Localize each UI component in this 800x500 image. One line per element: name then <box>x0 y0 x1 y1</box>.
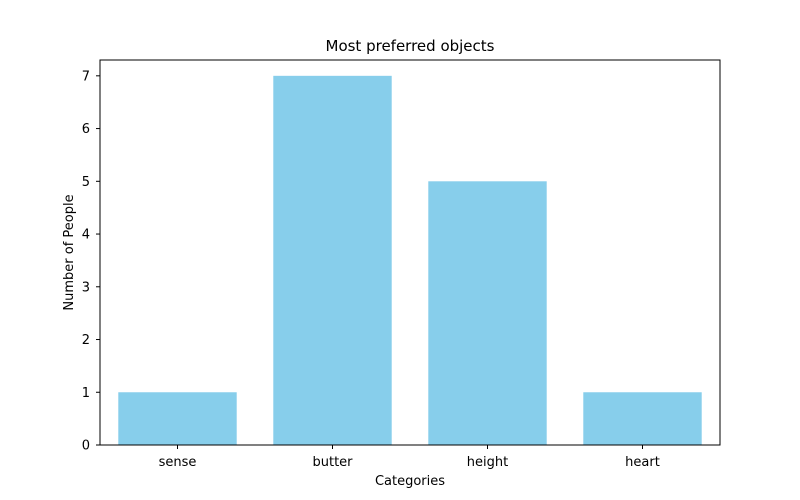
y-tick-label: 3 <box>82 280 90 295</box>
bars-layer <box>118 75 702 446</box>
y-tick-label: 1 <box>82 386 90 401</box>
x-tick-label: sense <box>159 455 197 470</box>
x-tick-label: butter <box>312 455 353 470</box>
bar-height <box>428 181 547 446</box>
y-tick-label: 5 <box>82 175 90 190</box>
bar-sense <box>118 392 237 445</box>
y-tick-label: 7 <box>82 69 90 84</box>
y-axis-ticks: 0 1 2 3 4 5 6 7 <box>82 69 100 454</box>
y-tick-label: 0 <box>82 439 90 454</box>
y-tick-label: 4 <box>82 228 90 243</box>
x-axis-ticks: sense butter height heart <box>159 445 660 470</box>
chart-title: Most preferred objects <box>326 37 495 55</box>
y-axis-label: Number of People <box>62 194 77 310</box>
bar-heart <box>583 392 702 445</box>
plot-frame <box>99 59 721 446</box>
x-tick-label: height <box>467 455 508 470</box>
y-tick-label: 2 <box>82 333 90 348</box>
bar-butter <box>273 75 392 445</box>
x-tick-label: heart <box>625 455 660 470</box>
x-axis-label: Categories <box>375 474 445 489</box>
y-tick-label: 6 <box>82 122 90 137</box>
